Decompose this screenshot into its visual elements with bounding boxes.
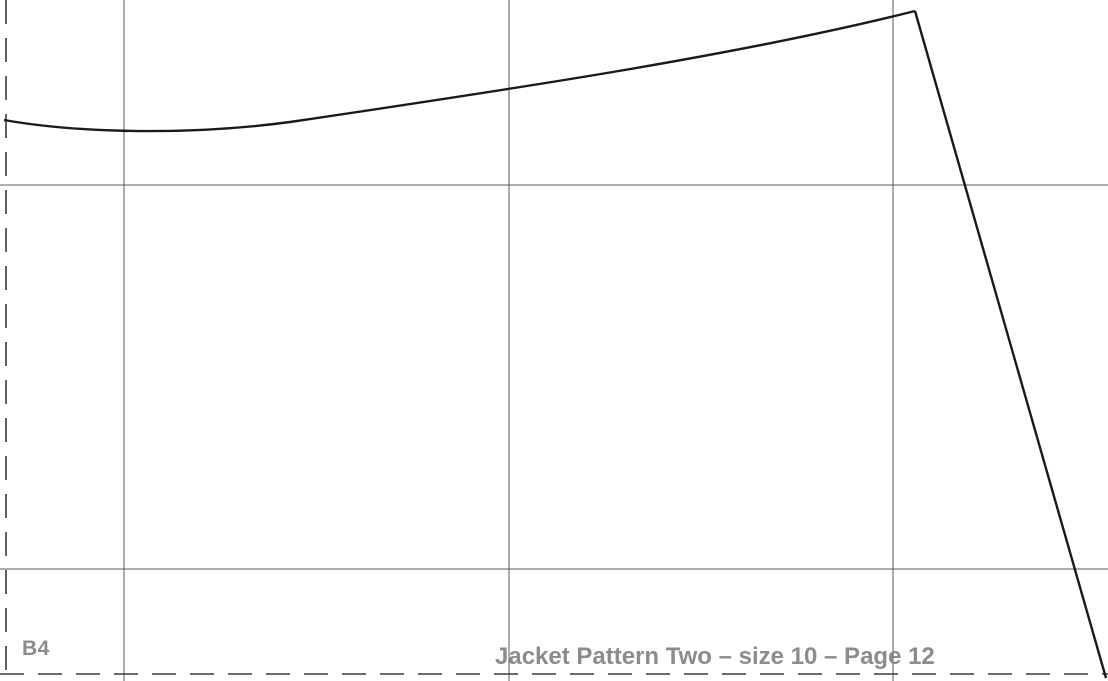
tile-label: B4 — [22, 637, 50, 660]
pattern-outline-curve — [3, 9, 916, 133]
page-caption: Jacket Pattern Two – size 10 – Page 12 — [495, 643, 935, 670]
pattern-outline-edge — [913, 10, 1108, 679]
